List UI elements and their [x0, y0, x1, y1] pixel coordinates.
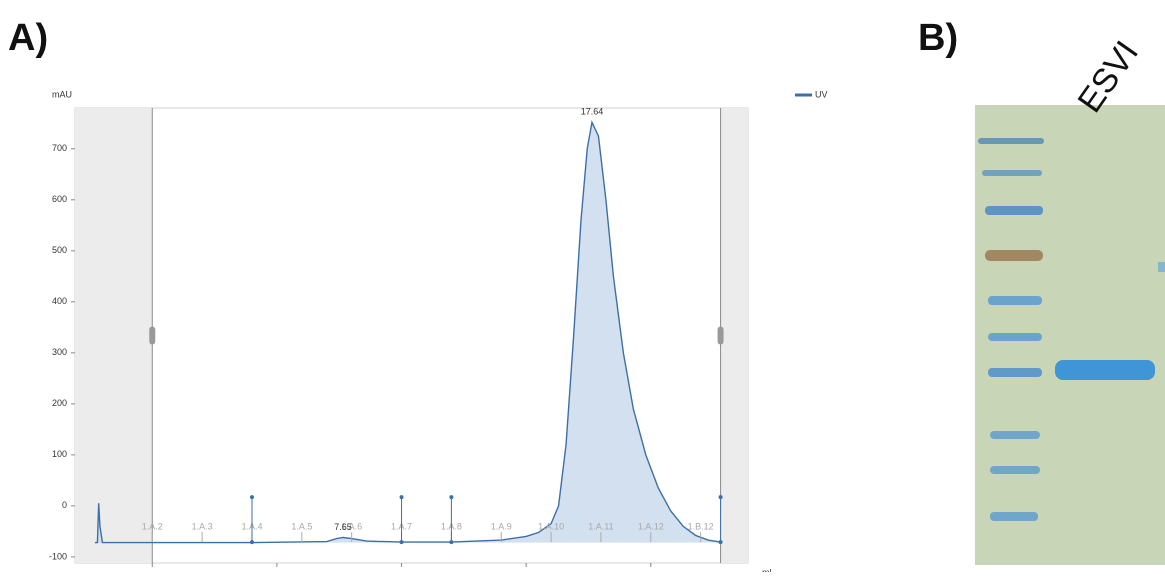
ladder-band [990, 512, 1038, 521]
y-tick-label: 200 [52, 398, 67, 408]
y-axis-label: mAU [52, 89, 72, 99]
y-tick-label: -100 [49, 551, 67, 561]
fraction-label: 1.A.10 [538, 521, 564, 531]
ladder-band [990, 466, 1040, 474]
event-dot [399, 495, 404, 500]
legend-label: UV [815, 89, 828, 99]
ladder-band [985, 206, 1043, 215]
excluded-region [720, 108, 748, 563]
ladder-band [988, 368, 1042, 377]
y-tick-label: 100 [52, 449, 67, 459]
selection-handle [149, 326, 156, 345]
uv-line [94, 119, 721, 544]
event-dot [449, 540, 454, 545]
plot: -100010020030040050060070005101520mAUmlU… [49, 89, 828, 577]
excluded-region [75, 108, 153, 563]
ladder-band [990, 431, 1040, 439]
panel-label: B) [918, 17, 958, 59]
fraction-label: 1.A.5 [291, 521, 312, 531]
x-axis-label: ml [762, 567, 772, 572]
ladder-band [978, 138, 1044, 144]
event-dot [399, 540, 404, 545]
ladder-band [988, 296, 1042, 305]
event-dot [718, 495, 723, 500]
sample-band [1055, 360, 1155, 380]
ladder-band [988, 333, 1042, 341]
y-tick-label: 600 [52, 194, 67, 204]
area-fill [94, 122, 721, 543]
fraction-label: 1.A.9 [491, 521, 512, 531]
event-dot [718, 540, 723, 545]
y-tick-label: 500 [52, 245, 67, 255]
fraction-label: 1.A.3 [192, 521, 213, 531]
peak-label: 17.64 [581, 107, 604, 117]
ladder-band [985, 250, 1043, 261]
y-tick-label: 400 [52, 296, 67, 306]
fraction-label: 1.A.11 [588, 521, 613, 531]
event-dot [449, 495, 454, 500]
y-tick-label: 700 [52, 143, 67, 153]
gel-image [975, 105, 1165, 565]
selection-handle [717, 326, 724, 345]
fraction-label: 1.A.2 [142, 521, 163, 531]
peak-label: 7.65 [334, 522, 352, 532]
fraction-label: 1.A.6 [341, 521, 362, 531]
y-tick-label: 0 [62, 500, 67, 510]
panel-label: A) [8, 17, 48, 59]
event-dot [249, 495, 254, 500]
event-dot [249, 540, 254, 545]
band-edge [1158, 262, 1165, 272]
fraction-label: 1.B.12 [688, 521, 714, 531]
y-tick-label: 300 [52, 347, 67, 357]
fraction-label: 1.A.12 [638, 521, 664, 531]
ladder-band [982, 170, 1042, 176]
